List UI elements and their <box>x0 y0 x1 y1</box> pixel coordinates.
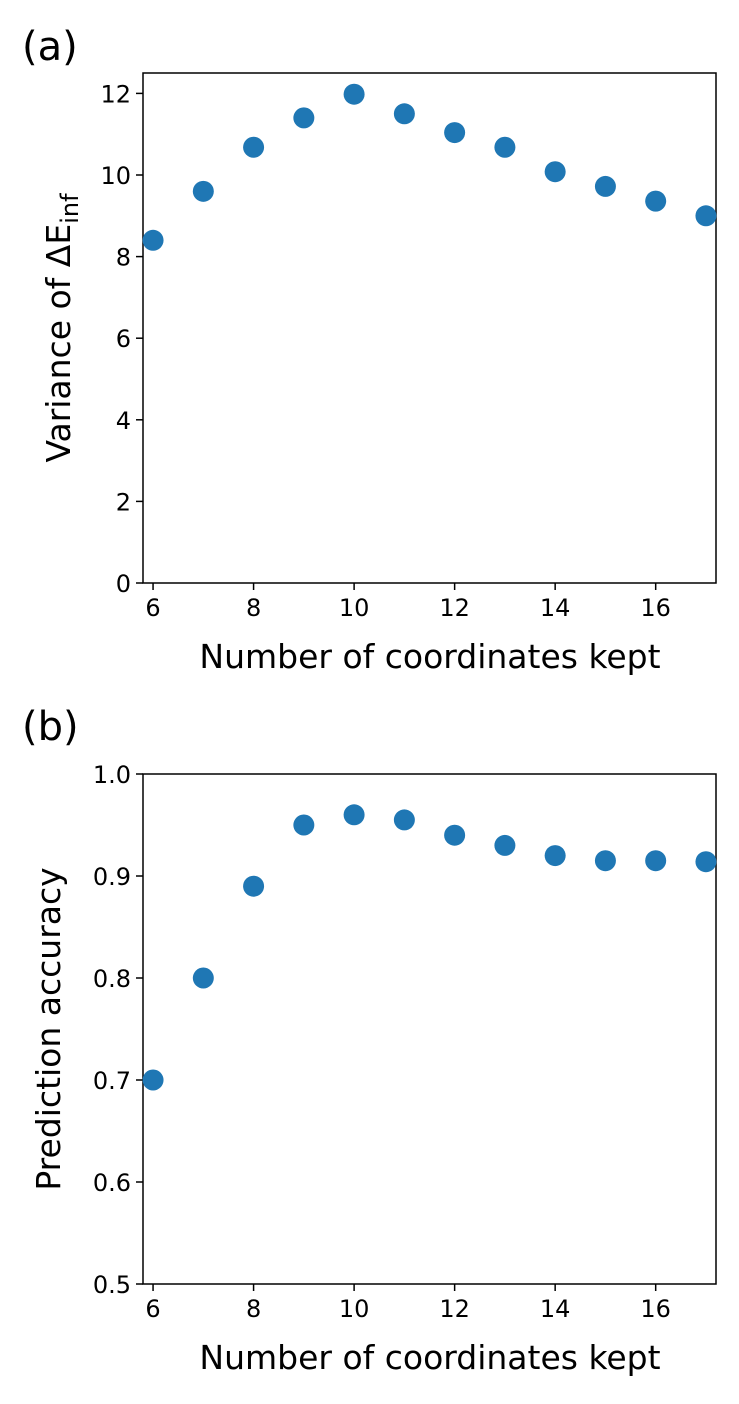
panel-a-y-tick-label: 4 <box>116 407 131 435</box>
panel-b-data-point <box>544 845 566 867</box>
panel-b-data-point <box>343 804 365 826</box>
panel-a-data-point <box>192 180 214 202</box>
panel-b-data-point <box>494 834 516 856</box>
panel-a-y-tick-label: 6 <box>116 325 131 353</box>
panel-a-y-tick-label: 8 <box>116 244 131 272</box>
panel-a-x-tick-label: 14 <box>540 594 571 622</box>
panel-b-label: (b) <box>22 704 79 750</box>
panel-a-y-tick-label: 10 <box>100 162 131 190</box>
panel-b-x-tick-label: 6 <box>145 1295 160 1323</box>
panel-b-y-tick-label: 0.8 <box>93 965 131 993</box>
panel-b: (b) 6 8 10 12 14 16 0.5 0.6 0.7 0.8 0.9 1.0 Number … <box>22 704 717 1377</box>
panel-a-data-point <box>142 229 164 251</box>
panel-a-x-tick-label: 16 <box>640 594 671 622</box>
panel-b-x-tick-label: 14 <box>540 1295 571 1323</box>
panel-b-y-tick-label: 1.0 <box>93 761 131 789</box>
panel-a-y-axis-label-main: Variance of ΔE <box>39 224 78 463</box>
panel-b-y-tick-label: 0.6 <box>93 1169 131 1197</box>
panel-b-plot-frame <box>142 773 717 1285</box>
panel-b-data-point <box>594 850 616 872</box>
panel-a-x-tick-label: 12 <box>439 594 470 622</box>
panel-b-data-point <box>142 1069 164 1091</box>
panel-a-x-tick-label: 8 <box>246 594 261 622</box>
panel-a-x-tick-label: 6 <box>145 594 160 622</box>
panel-b-data-point <box>645 850 667 872</box>
panel-b-x-tick-label: 8 <box>246 1295 261 1323</box>
panel-b-y-tick-label: 0.7 <box>93 1067 131 1095</box>
panel-a-y-axis-label: Variance of ΔEinf <box>39 193 84 463</box>
panel-a-y-axis-label-subscript: inf <box>56 193 84 224</box>
panel-b-y-tick-label: 0.9 <box>93 863 131 891</box>
panel-a-data-point <box>293 107 315 129</box>
panel-a-label: (a) <box>22 24 78 70</box>
panel-a-data-point <box>494 136 516 158</box>
panel-a-y-tick-label: 0 <box>116 570 131 598</box>
panel-b-y-axis-label: Prediction accuracy <box>29 867 68 1190</box>
panel-a-y-tick-label: 12 <box>100 80 131 108</box>
panel-a: (a) 6 8 10 12 14 16 0 2 4 6 8 10 12 Number of coordi… <box>22 24 717 676</box>
panel-a-data-point <box>594 175 616 197</box>
panel-b-data-point <box>695 851 717 873</box>
panel-a-plot-frame <box>142 72 717 584</box>
panel-a-data-point <box>343 83 365 105</box>
panel-b-x-axis-label: Number of coordinates kept <box>199 1338 660 1377</box>
panel-a-data-point <box>243 136 265 158</box>
panel-b-data-point <box>192 967 214 989</box>
panel-b-y-tick-label: 0.5 <box>93 1271 131 1299</box>
panel-a-x-axis-label: Number of coordinates kept <box>199 637 660 676</box>
panel-b-x-tick-label: 16 <box>640 1295 671 1323</box>
panel-b-x-tick-label: 10 <box>339 1295 370 1323</box>
panel-a-data-point <box>695 205 717 227</box>
panel-b-data-point <box>293 814 315 836</box>
panel-a-data-point <box>444 122 466 144</box>
panel-a-ticks: 6 8 10 12 14 16 0 2 4 6 8 10 12 <box>100 80 671 622</box>
panel-a-y-tick-label: 2 <box>116 488 131 516</box>
panel-b-x-tick-label: 12 <box>439 1295 470 1323</box>
panel-b-data-point <box>393 809 415 831</box>
panel-b-data-point <box>444 824 466 846</box>
panel-b-data-point <box>243 875 265 897</box>
panel-a-data-point <box>393 103 415 125</box>
panel-a-points <box>142 83 717 251</box>
panel-b-points <box>142 804 717 1091</box>
panel-a-data-point <box>544 161 566 183</box>
panel-b-ticks: 6 8 10 12 14 16 0.5 0.6 0.7 0.8 0.9 1.0 <box>93 761 671 1323</box>
panel-a-data-point <box>645 190 667 212</box>
panel-a-x-tick-label: 10 <box>339 594 370 622</box>
